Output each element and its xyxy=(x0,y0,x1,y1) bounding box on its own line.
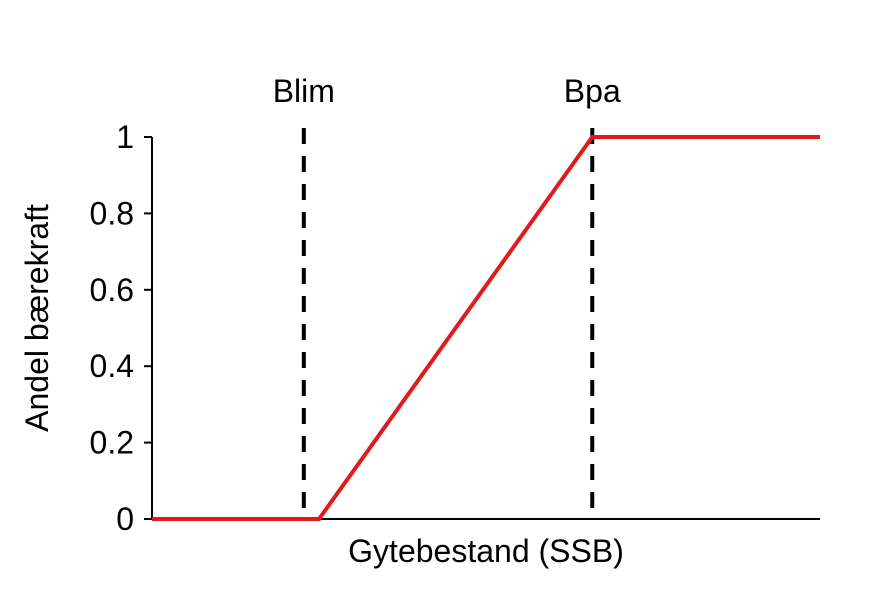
series-line-0 xyxy=(152,135,820,521)
y-tick-label: 1 xyxy=(116,119,134,155)
y-tick-label: 0.6 xyxy=(90,272,134,308)
y-tick-label: 0.2 xyxy=(90,425,134,461)
reference-label-blim: Blim xyxy=(273,73,335,109)
y-axis-title: Andel bærekraft xyxy=(19,204,55,432)
y-tick-label: 0.4 xyxy=(90,348,134,384)
y-tick-label: 0.8 xyxy=(90,195,134,231)
y-tick-label: 0 xyxy=(116,501,134,537)
x-axis-title: Gytebestand (SSB) xyxy=(348,533,624,569)
reference-label-bpa: Bpa xyxy=(564,73,621,109)
plot-area: 0 0.2 0.4 0.6 0.8 1 Blim Bpa xyxy=(90,73,820,537)
